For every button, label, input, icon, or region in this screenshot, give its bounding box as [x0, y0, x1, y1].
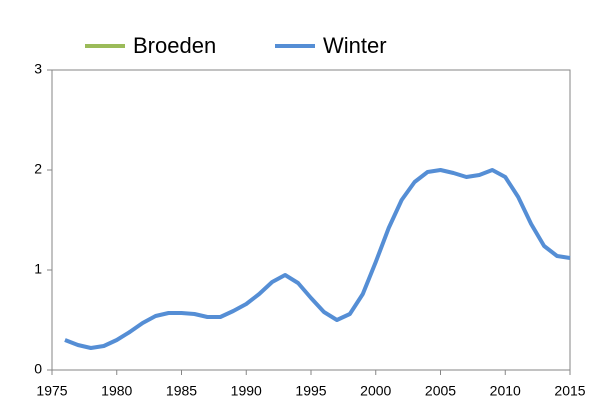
legend-label: Broeden — [133, 33, 216, 58]
x-tick-label: 2005 — [425, 383, 456, 399]
legend-label: Winter — [323, 33, 387, 58]
plot-frame — [51, 69, 571, 371]
y-tick-label: 2 — [34, 161, 42, 177]
y-tick-label: 0 — [34, 361, 42, 377]
x-tick-label: 2010 — [490, 383, 521, 399]
x-tick-label: 1990 — [231, 383, 262, 399]
x-tick-label: 2015 — [554, 383, 585, 399]
line-series — [64, 168, 571, 350]
x-tick-label: 1985 — [166, 383, 197, 399]
x-tick-label: 1980 — [101, 383, 132, 399]
x-tick-label: 1995 — [295, 383, 326, 399]
x-tick-label: 2000 — [360, 383, 391, 399]
y-tick-label: 1 — [34, 261, 42, 277]
y-tick-label: 3 — [34, 61, 42, 77]
x-tick-label: 1975 — [36, 383, 67, 399]
